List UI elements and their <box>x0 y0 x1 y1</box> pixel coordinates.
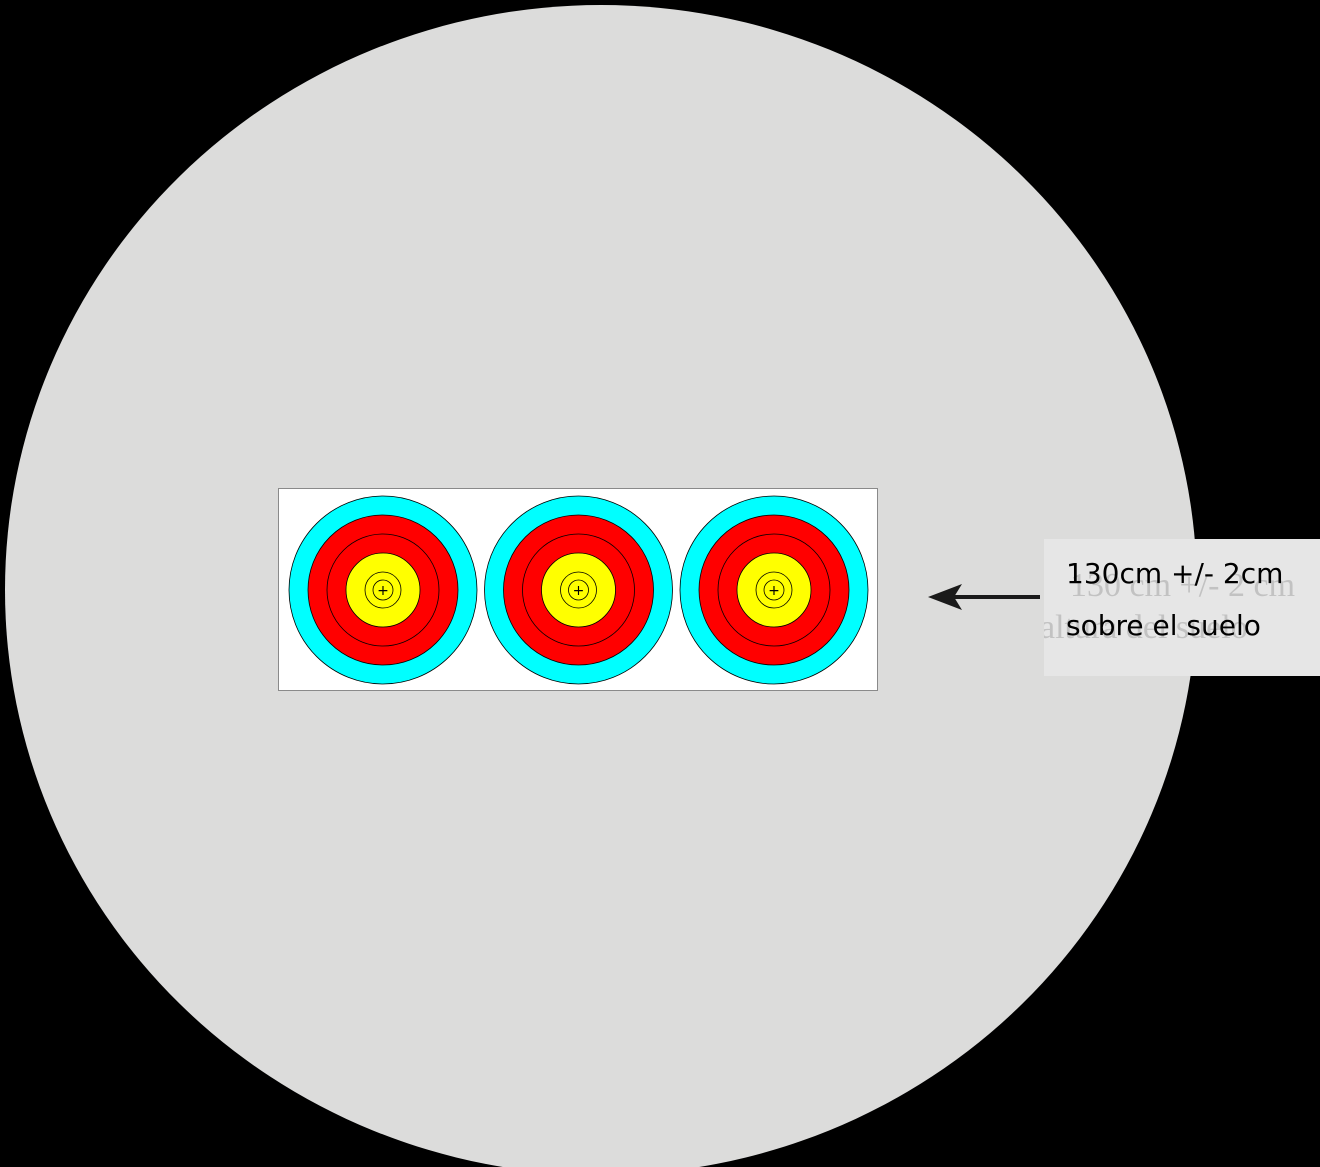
target-face-2: + <box>484 495 673 685</box>
target-faces-graphic: + + + <box>288 495 869 685</box>
arrow-head <box>928 584 962 610</box>
height-label-line-1: 130cm +/- 2cm <box>1066 557 1284 590</box>
gold-x-ring <box>372 579 394 601</box>
background-text-line-2: altura del suelo <box>1044 609 1248 646</box>
arrow-left-icon <box>928 584 1040 610</box>
center-mark: + <box>768 583 780 599</box>
target-face-3: + <box>679 495 869 685</box>
gold-x-ring <box>568 579 589 601</box>
center-mark: + <box>377 583 389 599</box>
height-label-box: 130 cm +/- 2 cm altura del suelo 130cm +… <box>1044 539 1320 676</box>
gold-x-ring <box>763 579 785 601</box>
background-text-line-1: 130 cm +/- 2 cm <box>1070 567 1296 604</box>
triple-target-face: + + + <box>278 488 878 691</box>
center-mark: + <box>573 583 585 599</box>
height-label-line-2: sobre el suelo <box>1066 609 1261 642</box>
target-face-1: + <box>288 495 478 685</box>
